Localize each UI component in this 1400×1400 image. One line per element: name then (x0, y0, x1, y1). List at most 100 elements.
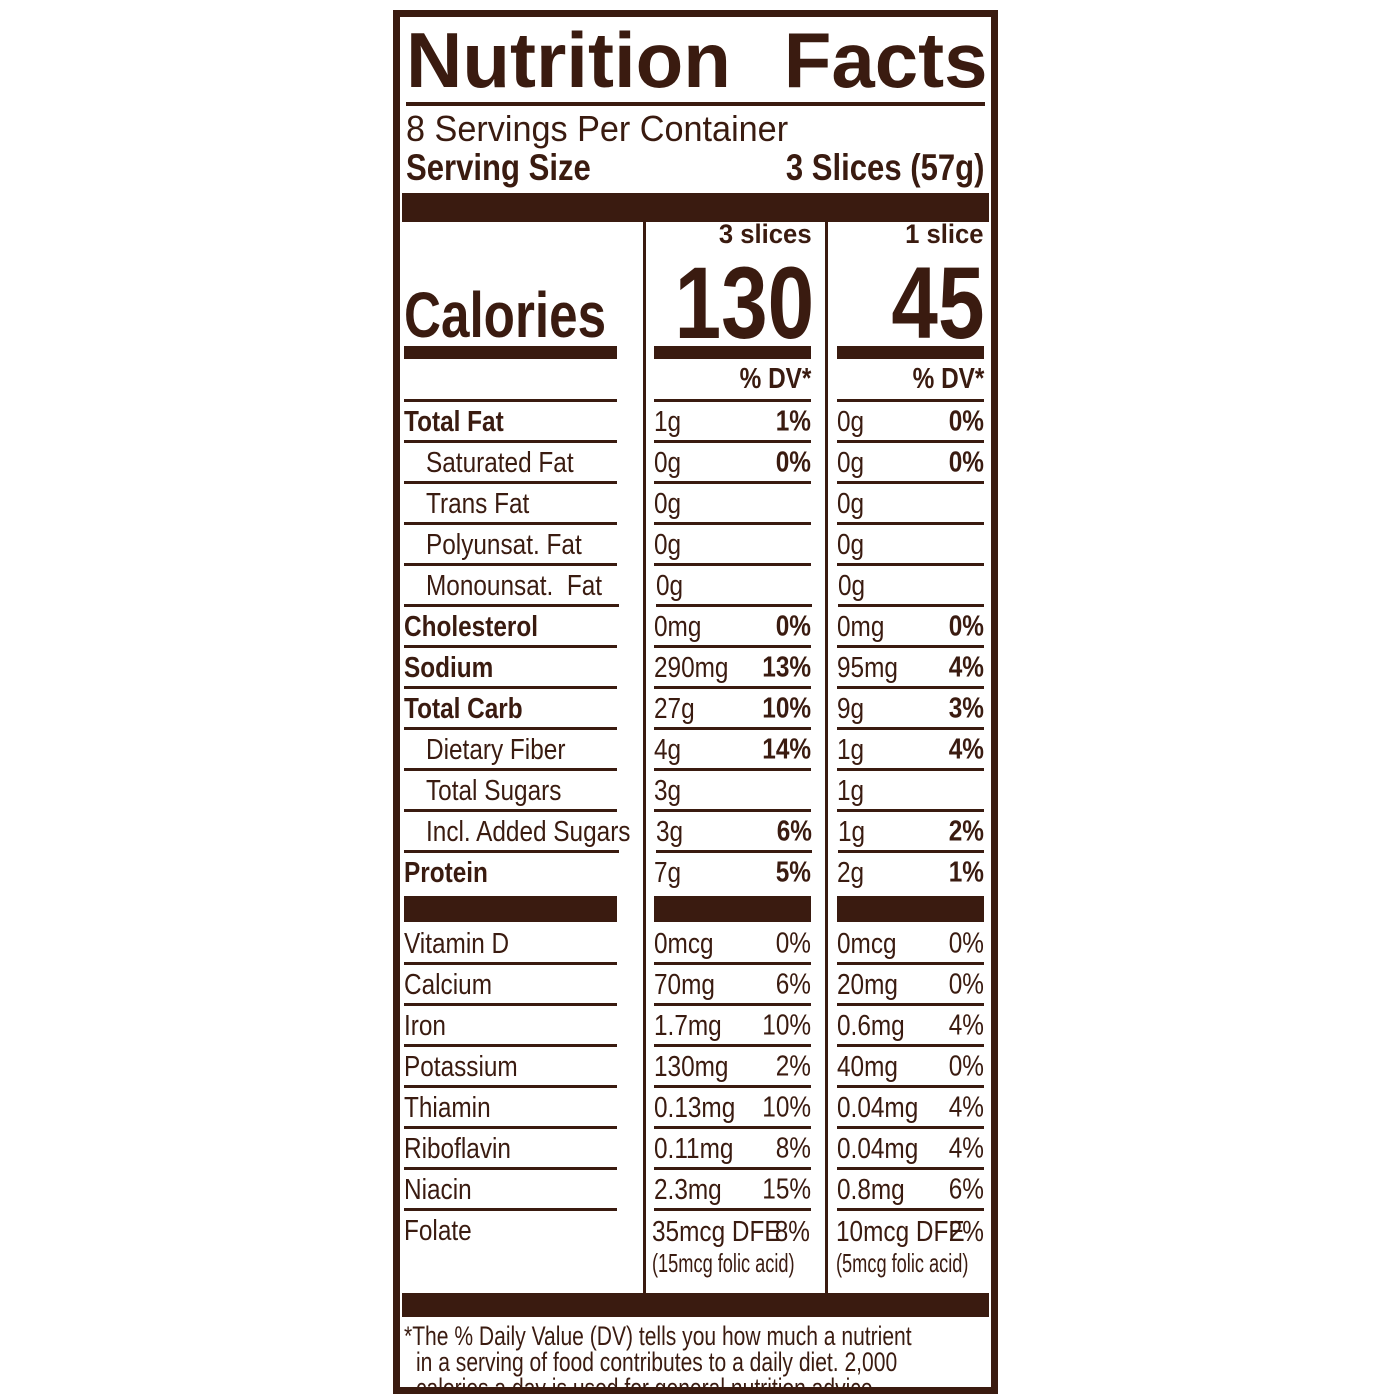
footnote-text: in a serving of food contributes to a da… (416, 1346, 898, 1377)
nutrient-value-cell: 0g (643, 525, 824, 566)
nutrient-value-cell: 4g 14% (643, 730, 824, 771)
calories-label: Calories (404, 279, 607, 352)
footnote-line: calories a day is used for general nutri… (404, 1372, 987, 1394)
nutrient-amount: 1g (837, 774, 865, 807)
nutrient-name-cell: Monounsat. Fat (402, 566, 645, 607)
label-header: Nutrition Facts 8 Servings Per Container… (400, 17, 991, 188)
nutrient-value-cell: 35mcg DFE 8% (15mcg folic acid) (641, 1211, 823, 1293)
column-header-text: 1 slice (905, 218, 984, 249)
nutrient-value-cell: 0g (824, 525, 989, 566)
nutrient-amount: 0mg (837, 610, 885, 643)
nutrient-dv: 1% (775, 405, 812, 438)
footnote-text: calories a day is used for general nutri… (416, 1372, 879, 1394)
nutrient-value-cell: 0.04mg 4% (824, 1088, 989, 1129)
nutrient-note: (15mcg folic acid) (652, 1247, 795, 1278)
nutrient-dv: 0% (775, 610, 812, 643)
nutrient-row: Folate 35mcg DFE 8% (15mcg folic acid) 10mcg… (402, 1211, 989, 1293)
nutrient-row: Riboflavin 0.11mg 8% 0.04mg 4% (402, 1129, 989, 1170)
nutrient-value-cell: 3g 6% (645, 812, 825, 853)
nutrient-dv: 4% (948, 1091, 984, 1124)
serving-size-value: 3 Slices (57g) (786, 146, 985, 188)
nutrient-dv: 0% (948, 446, 984, 479)
nutrient-value-cell: 0mcg 0% (824, 924, 989, 965)
nutrient-value-cell: 10mcg DFE 2% (5mcg folic acid) (823, 1211, 989, 1293)
nutrient-value-cell: 1g (824, 771, 989, 812)
nutrient-row: Iron 1.7mg 10% 0.6mg 4% (402, 1006, 989, 1047)
nutrient-row: Total Sugars 3g 1g (402, 771, 989, 812)
nutrient-amount: 10mcg DFE (836, 1215, 965, 1248)
nutrient-amount: 0mg (654, 610, 702, 643)
column-header-3-slices: 3 slices (643, 219, 824, 252)
nutrient-name: Incl. Added Sugars (426, 815, 631, 848)
nutrient-name-cell: Thiamin (402, 1088, 643, 1129)
nutrient-amount: 0mcg (837, 927, 897, 960)
nutrient-value-cell: 0mcg 0% (643, 924, 824, 965)
nutrient-note: (5mcg folic acid) (836, 1247, 969, 1278)
column-header-spacer (402, 222, 643, 252)
nutrient-name: Niacin (404, 1173, 472, 1206)
nutrient-row: Monounsat. Fat 0g 0g (402, 566, 989, 607)
nutrient-rows: Total Fat 1g 1% 0g 0% Saturated Fat 0g 0% 0g 0% Tr… (402, 402, 989, 1293)
nutrient-amount: 0g (654, 487, 682, 520)
calories-underline-row (402, 344, 989, 362)
nutrient-dv: 8% (775, 1132, 812, 1165)
nutrient-row: Trans Fat 0g 0g (402, 484, 989, 525)
nutrient-dv: 10% (762, 1009, 812, 1042)
nutrient-dv: 3% (948, 692, 984, 725)
label-title-text: Nutrition Facts (406, 16, 988, 104)
facts-table: 3 slices 1 slice Calories 130 45 % DV* %… (402, 218, 989, 1293)
nutrient-row: Dietary Fiber 4g 14% 1g 4% (402, 730, 989, 771)
nutrient-name-cell: Iron (402, 1006, 643, 1047)
nutrient-value-line: 10mcg DFE 2% (836, 1216, 984, 1248)
nutrient-name: Sodium (404, 651, 494, 684)
nutrient-name: Dietary Fiber (426, 733, 566, 766)
nutrient-value-cell: 130mg 2% (643, 1047, 824, 1088)
nutrient-value-cell: 0.6mg 4% (824, 1006, 989, 1047)
nutrient-amount: 40mg (837, 1050, 899, 1083)
nutrient-dv: 13% (762, 651, 812, 684)
nutrient-amount: 27g (654, 692, 695, 725)
nutrient-name-cell: Saturated Fat (402, 443, 643, 484)
nutrient-amount: 4g (654, 733, 682, 766)
column-divider (825, 221, 828, 1293)
calories-value-1-slice: 45 (827, 252, 989, 353)
section-bar-row (402, 894, 989, 924)
nutrient-amount: 0g (837, 405, 865, 438)
nutrient-amount: 130mg (654, 1050, 729, 1083)
nutrient-row: Niacin 2.3mg 15% 0.8mg 6% (402, 1170, 989, 1211)
nutrient-amount: 7g (654, 856, 682, 889)
dv-header-spacer (402, 362, 643, 402)
nutrient-amount: 95mg (837, 651, 899, 684)
nutrient-name: Total Carb (404, 692, 523, 725)
nutrient-name: Potassium (404, 1050, 518, 1083)
calories-underline (837, 345, 984, 359)
nutrient-amount: 290mg (654, 651, 729, 684)
nutrient-name-cell: Polyunsat. Fat (402, 525, 643, 566)
nutrient-dv: 4% (948, 733, 984, 766)
section-bar-cell (824, 894, 989, 924)
nutrient-name-cell: Trans Fat (402, 484, 643, 525)
nutrient-row: Thiamin 0.13mg 10% 0.04mg 4% (402, 1088, 989, 1129)
nutrient-amount: 0.8mg (837, 1173, 905, 1206)
nutrient-dv: 0% (948, 968, 984, 1001)
nutrient-name-cell: Niacin (402, 1170, 643, 1211)
serving-size-label: Serving Size (406, 146, 591, 188)
footnote: *The % Daily Value (DV) tells you how mu… (400, 1317, 991, 1394)
nutrient-amount: 0g (837, 446, 865, 479)
nutrient-dv: 0% (948, 610, 984, 643)
nutrient-name-cell: Folate (402, 1211, 641, 1293)
footnote-line: in a serving of food contributes to a da… (404, 1346, 987, 1377)
nutrient-amount: 3g (654, 774, 682, 807)
nutrient-dv: 6% (776, 815, 812, 848)
section-bar-cell (643, 894, 824, 924)
nutrient-amount: 1g (654, 405, 682, 438)
nutrient-dv: 6% (775, 968, 812, 1001)
nutrient-value-cell: 0g 0% (824, 443, 989, 484)
nutrient-amount: 0g (837, 528, 865, 561)
nutrient-amount: 1.7mg (654, 1009, 723, 1042)
header-bar (402, 192, 989, 222)
nutrient-value-cell: 1g 4% (824, 730, 989, 771)
nutrient-dv: 0% (948, 405, 984, 438)
nutrient-value-cell: 20mg 0% (824, 965, 989, 1006)
nutrient-value-cell: 0g (643, 484, 824, 525)
